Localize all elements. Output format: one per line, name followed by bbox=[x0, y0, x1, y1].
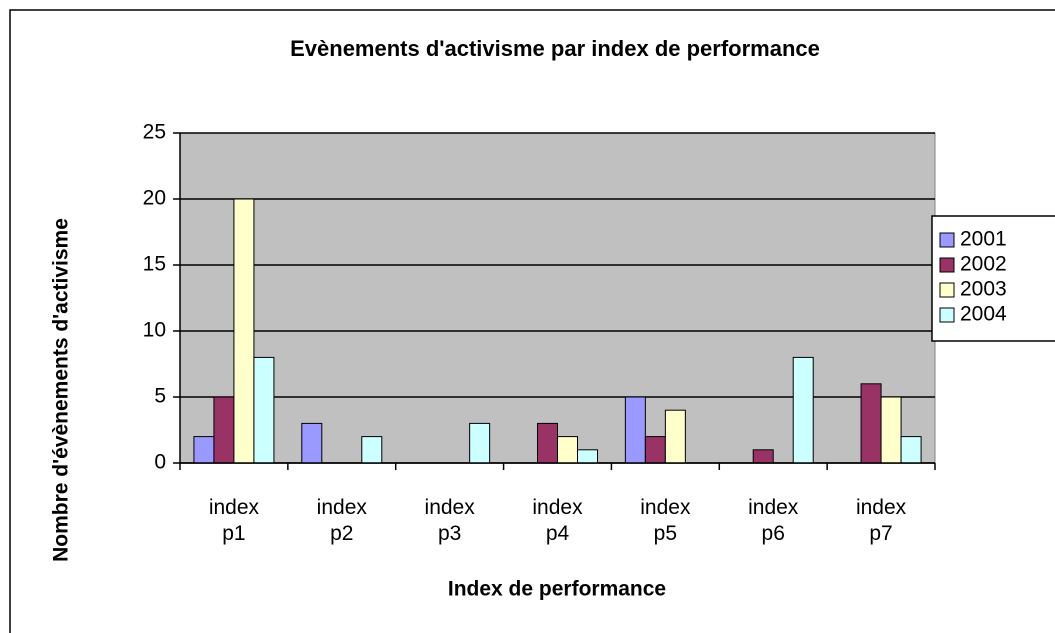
bar bbox=[469, 422, 491, 464]
x-tick-label-box: index p3 bbox=[424, 496, 475, 545]
bar bbox=[253, 356, 275, 464]
x-tick-label: index p4 bbox=[532, 496, 583, 545]
bar bbox=[900, 436, 922, 464]
x-tick-label-box: index p2 bbox=[316, 496, 367, 545]
x-tick-label: index p5 bbox=[640, 496, 691, 545]
x-tick-label: index p6 bbox=[748, 496, 799, 545]
y-axis-label: Nombre d'évènements d'activisme bbox=[50, 218, 73, 562]
y-tick-label: 15 bbox=[143, 253, 166, 276]
bar bbox=[213, 396, 235, 464]
x-tick-label-box: index p4 bbox=[532, 496, 583, 545]
bar bbox=[537, 422, 558, 464]
x-tick-label-box: index p5 bbox=[640, 496, 691, 545]
bar bbox=[233, 198, 255, 464]
x-tick-label-box: index p7 bbox=[855, 496, 907, 545]
legend-swatch bbox=[939, 232, 955, 248]
legend-label: 2003 bbox=[960, 278, 1007, 301]
bar bbox=[193, 436, 215, 464]
legend-label: 2001 bbox=[960, 228, 1007, 251]
plot-area bbox=[179, 132, 936, 464]
y-tick-label: 10 bbox=[143, 319, 166, 342]
legend-label: 2002 bbox=[960, 253, 1007, 276]
bar bbox=[644, 436, 666, 464]
bar bbox=[752, 449, 774, 464]
legend-swatch bbox=[939, 307, 955, 323]
x-tick-label: index p1 bbox=[208, 496, 260, 545]
bar bbox=[557, 436, 578, 464]
bar bbox=[792, 356, 814, 464]
x-tick-label: index p3 bbox=[424, 496, 475, 545]
x-tick-label-box: index p6 bbox=[748, 496, 799, 545]
bar bbox=[301, 422, 323, 464]
chart-title: Evènements d'activisme par index de perf… bbox=[290, 36, 820, 61]
bar bbox=[577, 449, 598, 464]
y-tick-label: 5 bbox=[154, 385, 166, 408]
bar bbox=[880, 396, 902, 464]
legend-swatch bbox=[939, 257, 955, 273]
legend-swatch bbox=[939, 282, 955, 298]
legend-label: 2004 bbox=[960, 303, 1007, 326]
y-tick-label: 0 bbox=[154, 451, 166, 474]
bar bbox=[361, 436, 383, 464]
x-tick-label: index p7 bbox=[855, 496, 907, 545]
bar bbox=[624, 396, 646, 464]
x-tick-label: index p2 bbox=[316, 496, 367, 545]
x-axis-label: Index de performance bbox=[448, 578, 666, 601]
y-tick-label: 20 bbox=[143, 187, 166, 210]
bar bbox=[860, 383, 882, 464]
y-tick-label: 25 bbox=[143, 121, 166, 144]
bar bbox=[664, 409, 686, 464]
x-tick-label-box: index p1 bbox=[208, 496, 260, 545]
